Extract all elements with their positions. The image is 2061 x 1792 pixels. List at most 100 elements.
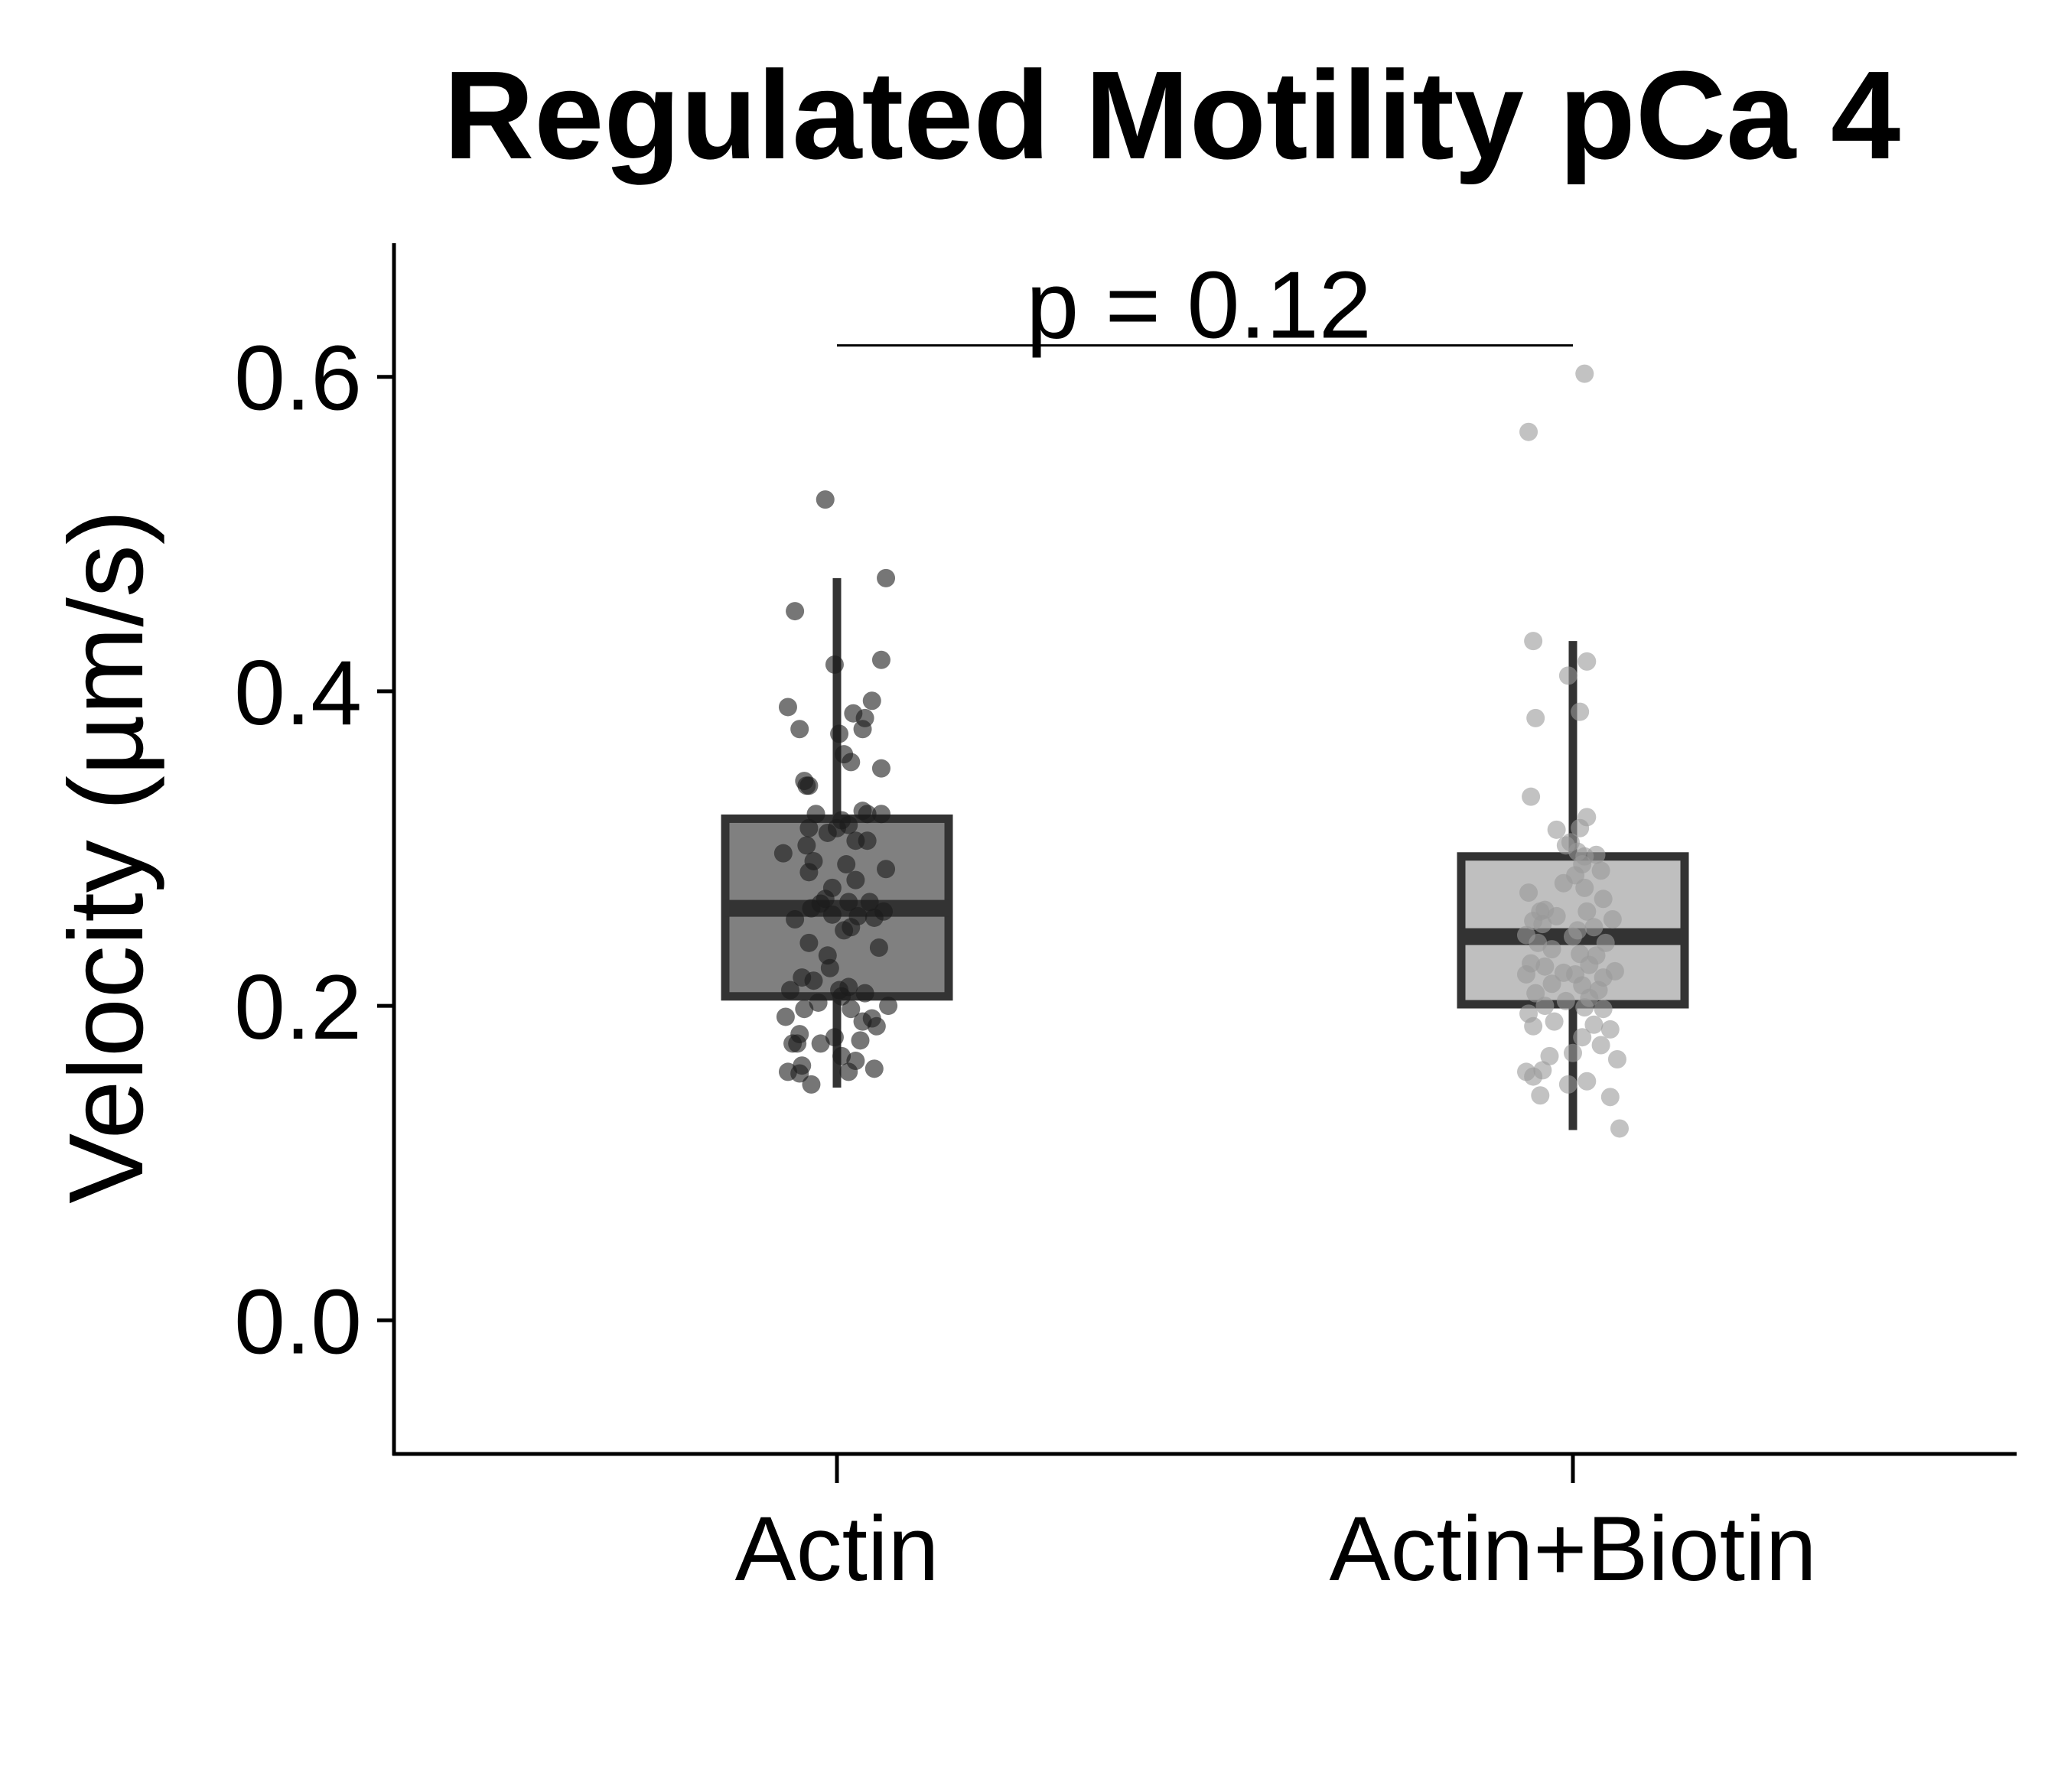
data-point [820,958,839,977]
data-point [790,1064,809,1083]
data-point [842,1000,861,1019]
data-point [1556,991,1575,1010]
data-point [781,981,799,1000]
data-point [1545,1012,1564,1031]
data-point [1533,915,1552,934]
significance-annotation: p = 0.12 [837,253,1573,359]
data-point [864,1059,884,1078]
data-point [825,1028,844,1047]
data-point [1571,702,1590,721]
data-points [773,490,898,1094]
data-point [1542,974,1561,994]
data-point [811,1034,830,1053]
data-point [1577,902,1597,921]
data-point [1558,666,1577,685]
data-point [1519,883,1538,903]
data-point [795,1000,814,1019]
data-point [1519,422,1538,441]
data-point [842,753,861,772]
data-point [846,831,865,850]
data-point [871,805,890,824]
data-point [1596,933,1615,952]
plot-area [721,364,1689,1138]
data-point [860,893,879,912]
data-point [778,698,797,717]
data-point [788,1034,807,1053]
data-point [1535,997,1555,1016]
data-point [1571,818,1590,837]
data-point [832,1046,851,1065]
y-axis-label: Velocity (µm/s) [47,509,165,1204]
data-point [858,805,877,824]
data-point [1591,861,1610,880]
data-point [1577,652,1597,671]
data-point [799,863,819,882]
x-tick-label: Actin [735,1498,939,1600]
data-point [869,938,888,958]
data-point [1600,1088,1620,1107]
data-point [877,568,896,587]
data-point [1575,364,1594,383]
data-point [839,1062,858,1081]
data-point [1580,955,1599,974]
data-point [1547,906,1566,925]
data-point [1594,889,1613,909]
data-point [839,893,858,912]
data-point [1526,984,1545,1003]
data-point [1600,1020,1620,1039]
data-point [1529,933,1548,952]
data-points [1517,364,1629,1138]
data-point [862,691,881,711]
data-point [799,933,819,952]
data-point [871,650,890,669]
data-point [822,905,842,924]
data-point [864,908,884,927]
data-point [1531,1086,1550,1105]
data-point [1542,940,1561,959]
data-point [786,602,805,621]
data-point [825,655,844,674]
data-point [1594,1000,1613,1019]
data-point [1591,1036,1610,1055]
data-point [855,984,874,1003]
chart-title: Regulated Motility pCa 4 [444,45,1900,185]
data-point [816,490,835,509]
data-point [799,818,819,837]
data-point [1584,1015,1604,1034]
data-point [1522,787,1541,806]
data-point [835,921,854,940]
data-point [809,993,828,1012]
data-point [1573,1028,1592,1047]
data-point [1603,910,1622,929]
data-point [797,836,816,855]
data-point [1610,1119,1629,1138]
data-point [1554,873,1573,893]
data-point [1587,845,1606,864]
data-point [1584,918,1604,937]
data-point [879,997,898,1016]
data-point [1575,998,1594,1017]
data-point [1540,1046,1559,1065]
data-point [802,1075,821,1094]
data-point [802,899,821,918]
data-point [1558,1075,1577,1094]
data-point [1517,964,1535,984]
data-point [1564,927,1582,946]
data-point [776,1007,795,1026]
data-point [790,720,809,739]
data-point [1564,1043,1582,1062]
y-tick-label: 0.6 [234,327,362,430]
data-point [853,720,872,739]
data-point [877,860,896,879]
data-point [1535,957,1555,976]
data-point [1524,1016,1543,1036]
data-point [806,805,825,824]
x-tick-label: Actin+Biotin [1329,1498,1816,1600]
data-point [773,844,793,863]
data-point [846,870,865,889]
data-point [871,759,890,778]
axes: 0.0 0.2 0.4 0.6 Actin Actin+Biotin [234,327,1816,1600]
data-point [832,987,851,1006]
data-point [837,855,856,874]
data-point [1577,1072,1597,1091]
